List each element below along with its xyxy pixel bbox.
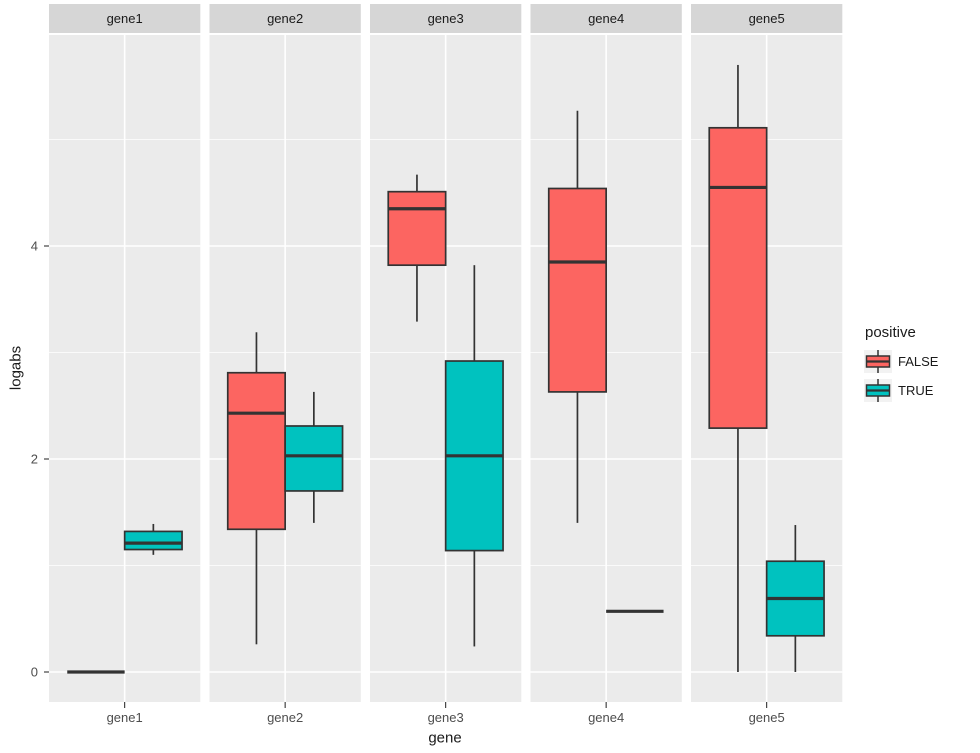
x-tick-label: gene3 [428, 710, 464, 725]
facet-strip-label: gene2 [267, 11, 303, 26]
legend-key-false [864, 350, 892, 373]
facet-strip-label: gene3 [428, 11, 464, 26]
legend: positive FALSE TRUE [864, 324, 938, 408]
y-tick-label: 0 [31, 665, 38, 680]
y-tick-label: 2 [31, 452, 38, 467]
boxplot-gene2-true [284, 425, 344, 492]
legend-label-false: FALSE [898, 354, 939, 369]
boxplot-gene1-true [123, 530, 183, 551]
x-tick-label: gene2 [267, 710, 303, 725]
facet-strip [49, 4, 201, 33]
x-tick-label: gene1 [107, 710, 143, 725]
legend-item-true: TRUE [864, 379, 938, 402]
facet-strip [370, 4, 522, 33]
boxplot-gene4-false [547, 187, 608, 393]
boxplot-gene5-false [708, 126, 768, 429]
legend-item-false: FALSE [864, 350, 938, 373]
legend-label-true: TRUE [898, 383, 934, 398]
x-tick-label: gene4 [588, 710, 624, 725]
legend-key-true [864, 379, 892, 402]
boxplot-glyph-false-icon [865, 350, 891, 373]
boxplot-gene3-false [387, 190, 447, 267]
boxplot-gene2-false [226, 371, 287, 531]
facet-strip [691, 4, 843, 33]
facet-strip [530, 4, 682, 33]
facet-strip-label: gene1 [107, 11, 143, 26]
facet-strip-label: gene4 [588, 11, 624, 26]
boxplot-glyph-true-icon [865, 379, 891, 402]
y-axis-title: logabs [7, 345, 25, 391]
x-tick-label: gene5 [749, 710, 785, 725]
legend-title: positive [865, 324, 916, 341]
facet-strip [209, 4, 361, 33]
x-axis-title: gene [428, 729, 462, 747]
y-tick-label: 4 [31, 239, 38, 254]
facet-strip-label: gene5 [749, 11, 785, 26]
